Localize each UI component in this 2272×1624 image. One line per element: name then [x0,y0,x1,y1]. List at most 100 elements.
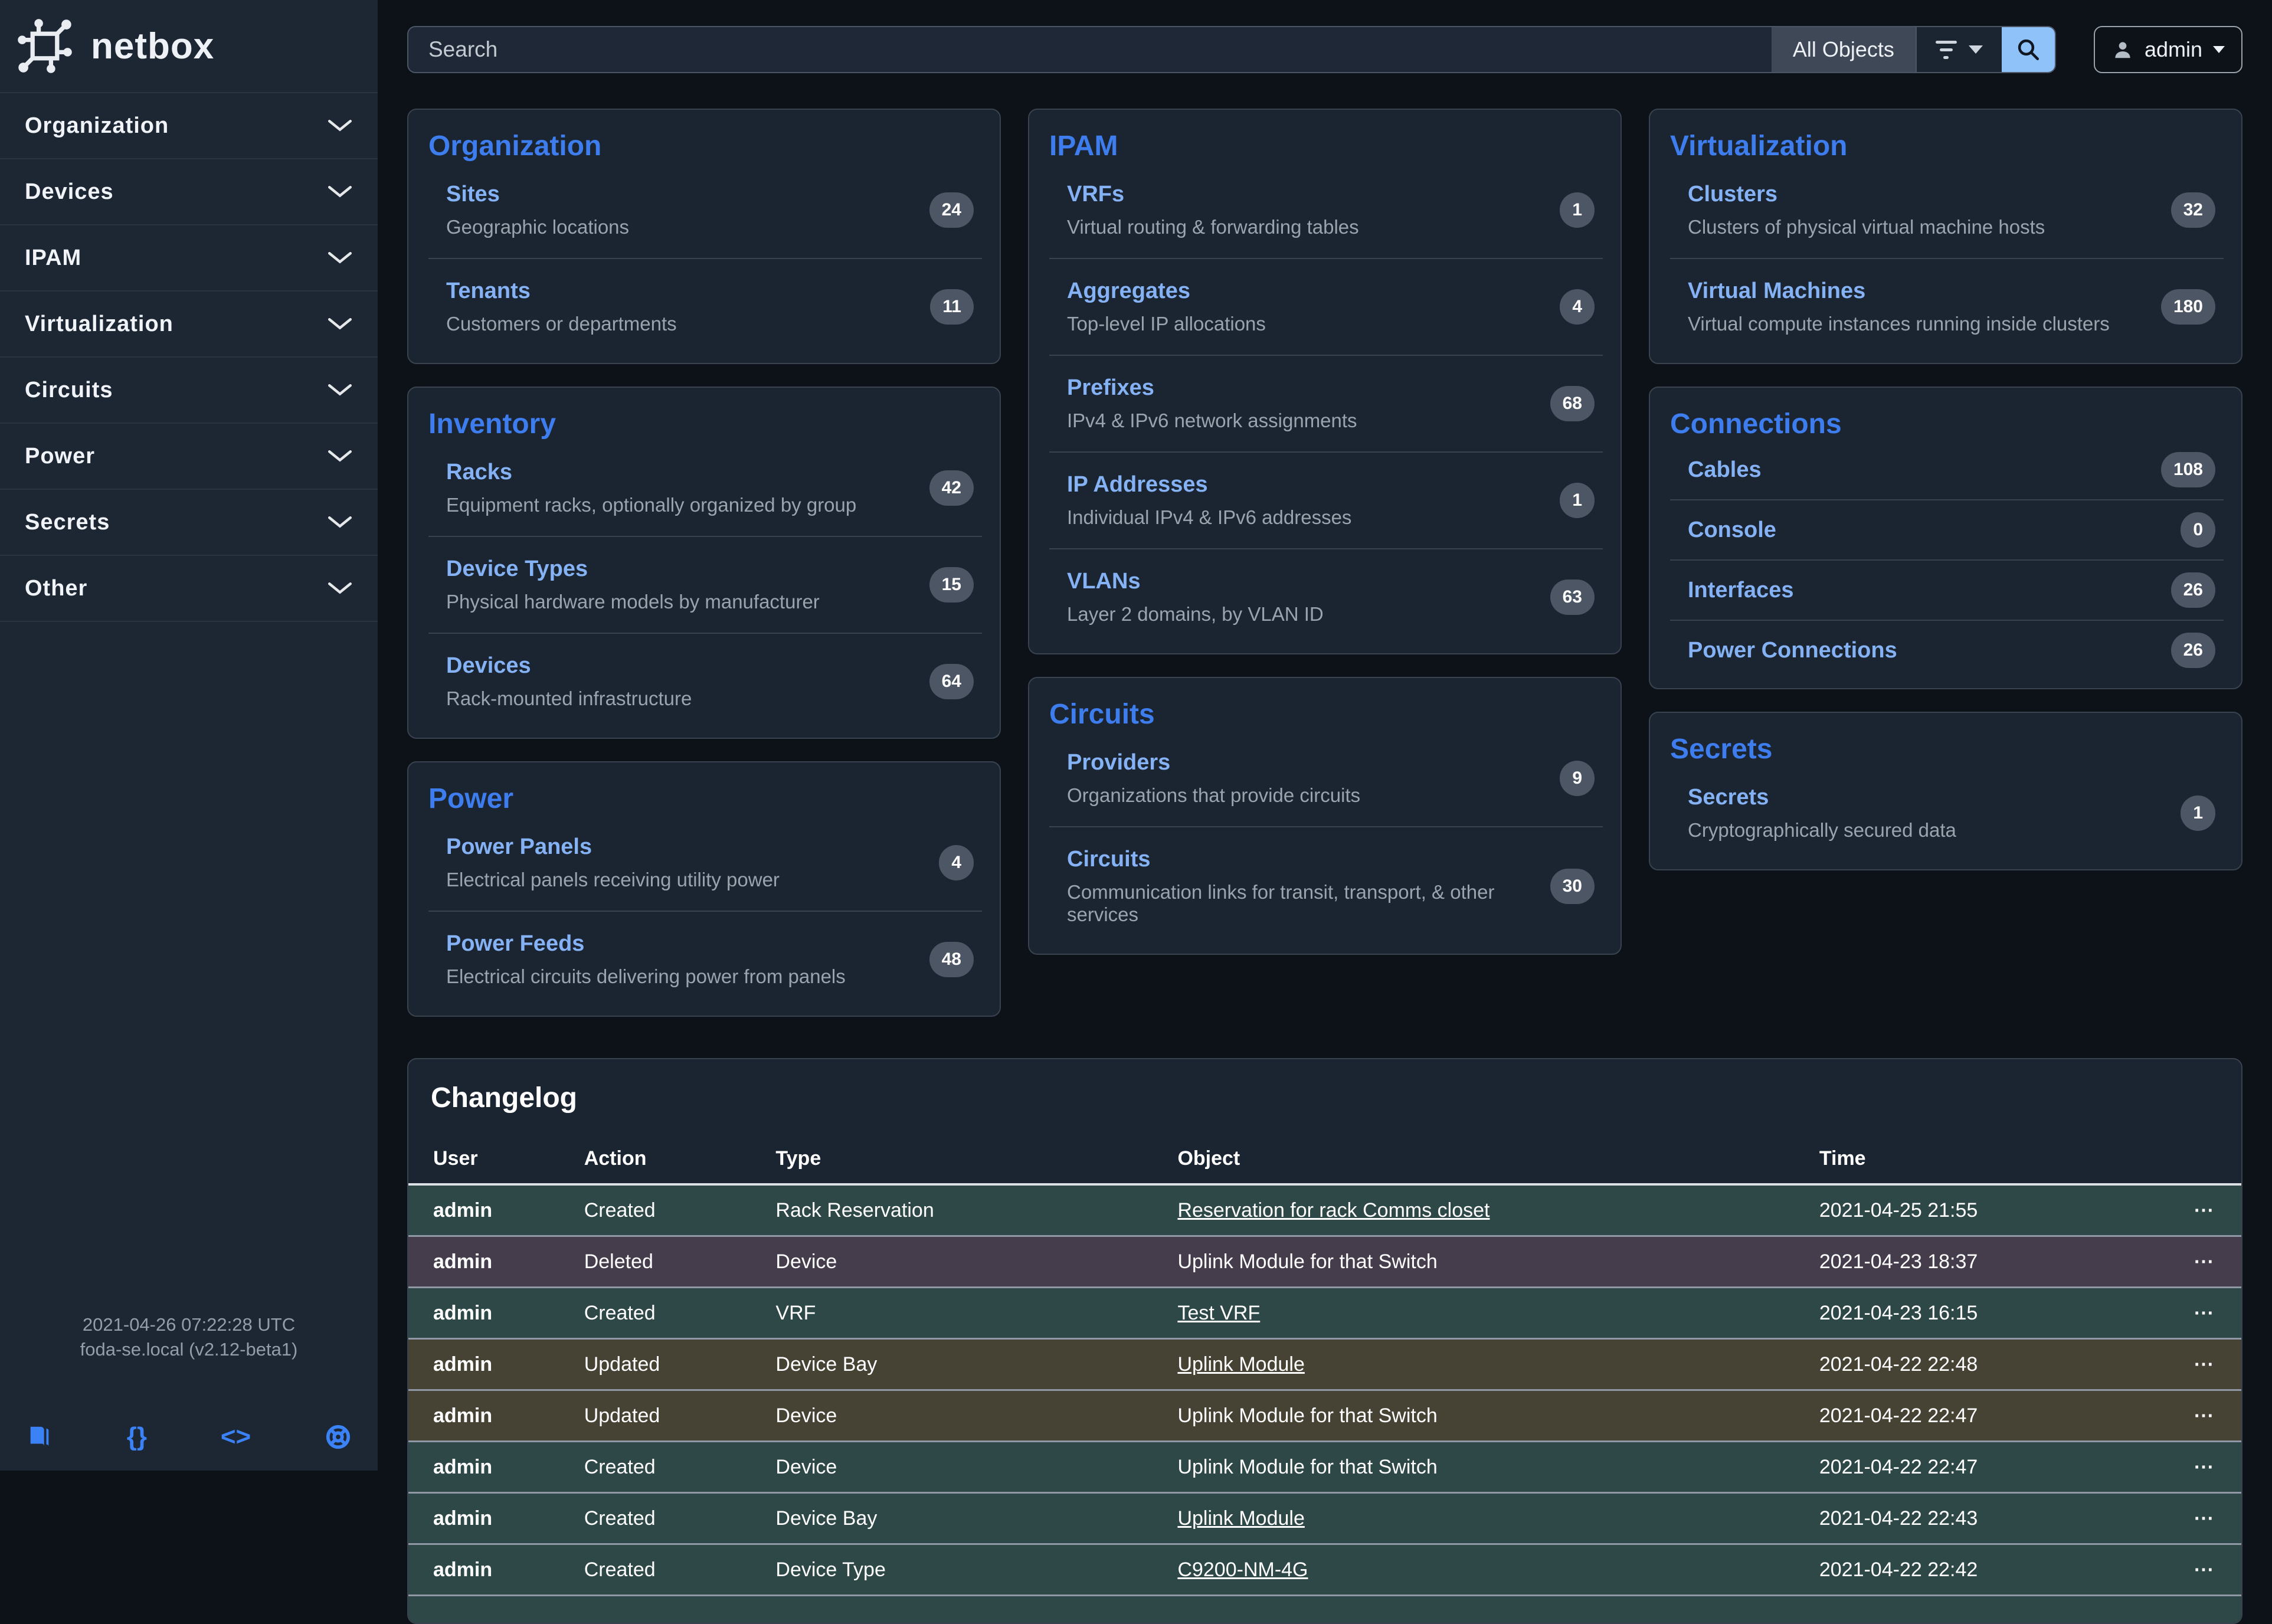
sidebar-item-organization[interactable]: Organization [0,93,378,159]
netbox-logo[interactable]: netbox [0,0,378,92]
item-link[interactable]: Cables [1688,457,1762,482]
list-item-aggregates[interactable]: Aggregates Top-level IP allocations 4 [1049,258,1603,355]
row-actions-ellipsis[interactable]: ⋯ [2194,1558,2215,1581]
column-header-type: Type [764,1134,1166,1186]
item-description: Clusters of physical virtual machine hos… [1688,216,2045,238]
search-submit-button[interactable] [2001,27,2055,72]
sidebar-item-circuits[interactable]: Circuits [0,358,378,424]
item-link[interactable]: VLANs [1067,569,1141,594]
row-actions-ellipsis[interactable]: ⋯ [2194,1199,2215,1222]
sidebar-item-secrets[interactable]: Secrets [0,490,378,556]
sidebar-footer: 2021-04-26 07:22:28 UTC foda-se.local (v… [0,1312,378,1471]
item-description: Geographic locations [446,216,630,238]
cell-type: Device Bay [775,1507,878,1530]
list-item-virtual-machines[interactable]: Virtual Machines Virtual compute instanc… [1670,258,2224,355]
lifering-icon[interactable] [325,1423,352,1451]
chevron-down-icon [328,317,352,330]
sidebar-item-virtualization[interactable]: Virtualization [0,292,378,358]
item-link[interactable]: Circuits [1067,847,1151,872]
list-item-sites[interactable]: Sites Geographic locations 24 [428,162,982,258]
cell-action: Updated [584,1353,660,1376]
item-link[interactable]: Aggregates [1067,279,1191,303]
sidebar-item-power[interactable]: Power [0,424,378,490]
list-item-power-panels[interactable]: Power Panels Electrical panels receiving… [428,815,982,911]
list-item-interfaces[interactable]: Interfaces 26 [1670,559,2224,620]
count-badge: 11 [930,289,974,325]
item-link[interactable]: Power Connections [1688,637,1897,663]
list-item-secrets[interactable]: Secrets Cryptographically secured data 1 [1670,765,2224,861]
list-item-power-connections[interactable]: Power Connections 26 [1670,620,2224,680]
table-row: admin Updated Device Uplink Module for t… [408,1390,2241,1442]
object-link[interactable]: Reservation for rack Comms closet [1177,1199,1490,1222]
column-header-actions [2145,1134,2241,1186]
item-link[interactable]: Tenants [446,279,531,303]
list-item-racks[interactable]: Racks Equipment racks, optionally organi… [428,440,982,536]
item-link[interactable]: VRFs [1067,182,1125,207]
item-link[interactable]: Power Feeds [446,931,585,956]
column-header-time: Time [1807,1134,2145,1186]
book-icon[interactable] [26,1423,53,1451]
item-link[interactable]: Virtual Machines [1688,279,1866,303]
item-link[interactable]: Clusters [1688,182,1778,207]
list-item-cables[interactable]: Cables 108 [1670,440,2224,499]
item-link[interactable]: IP Addresses [1067,472,1208,497]
list-item-console[interactable]: Console 0 [1670,499,2224,559]
row-actions-ellipsis[interactable]: ⋯ [2194,1507,2215,1530]
list-item-devices[interactable]: Devices Rack-mounted infrastructure 64 [428,633,982,729]
list-item-prefixes[interactable]: Prefixes IPv4 & IPv6 network assignments… [1049,355,1603,451]
item-description: Virtual routing & forwarding tables [1067,216,1359,238]
item-link[interactable]: Sites [446,182,500,207]
count-badge: 0 [2181,512,2215,548]
table-row: admin Updated Device Bay Uplink Module 2… [408,1338,2241,1390]
list-item-vlans[interactable]: VLANs Layer 2 domains, by VLAN ID 63 [1049,548,1603,645]
count-badge: 30 [1550,869,1595,904]
item-link[interactable]: Devices [446,653,531,678]
list-item-tenants[interactable]: Tenants Customers or departments 11 [428,258,982,355]
item-link[interactable]: Interfaces [1688,577,1794,603]
list-item-device-types[interactable]: Device Types Physical hardware models by… [428,536,982,633]
list-item-circuits[interactable]: Circuits Communication links for transit… [1049,826,1603,945]
list-item-clusters[interactable]: Clusters Clusters of physical virtual ma… [1670,162,2224,258]
item-link[interactable]: Racks [446,460,512,484]
filter-options-button[interactable] [1915,27,2002,72]
chevron-down-icon [328,582,352,595]
object-link[interactable]: Test VRF [1177,1301,1261,1324]
list-item-vrfs[interactable]: VRFs Virtual routing & forwarding tables… [1049,162,1603,258]
item-link[interactable]: Prefixes [1067,375,1154,400]
row-actions-ellipsis[interactable]: ⋯ [2194,1404,2215,1427]
item-description: Virtual compute instances running inside… [1688,313,2110,335]
cell-user: admin [433,1250,493,1273]
search-input[interactable] [408,27,1772,72]
list-item-ip-addresses[interactable]: IP Addresses Individual IPv4 & IPv6 addr… [1049,451,1603,548]
list-item-providers[interactable]: Providers Organizations that provide cir… [1049,731,1603,826]
object-link[interactable]: Uplink Module [1177,1353,1305,1376]
sidebar: netbox Organization Devices IPAM Virtual… [0,0,378,1471]
sidebar-item-other[interactable]: Other [0,556,378,622]
item-link[interactable]: Providers [1067,750,1171,775]
chevron-down-icon [328,251,352,264]
row-actions-ellipsis[interactable]: ⋯ [2194,1302,2215,1324]
item-link[interactable]: Device Types [446,556,588,581]
chevron-down-icon [328,516,352,529]
count-badge: 4 [1560,289,1595,325]
chevron-down-icon [328,384,352,397]
row-actions-ellipsis[interactable]: ⋯ [2194,1250,2215,1273]
braces-icon[interactable]: {} [126,1422,148,1451]
cell-action: Deleted [584,1250,653,1273]
column-header-object: Object [1166,1134,1808,1186]
item-link[interactable]: Secrets [1688,785,1769,810]
row-actions-ellipsis[interactable]: ⋯ [2194,1353,2215,1376]
list-item-power-feeds[interactable]: Power Feeds Electrical circuits deliveri… [428,911,982,1007]
item-description: Communication links for transit, transpo… [1067,881,1495,925]
object-link[interactable]: C9200-NM-4G [1177,1558,1308,1581]
item-link[interactable]: Power Panels [446,834,592,859]
user-menu-button[interactable]: admin [2093,26,2242,73]
row-actions-ellipsis[interactable]: ⋯ [2194,1456,2215,1478]
code-icon[interactable]: <> [220,1422,251,1451]
sidebar-item-ipam[interactable]: IPAM [0,225,378,292]
sidebar-item-devices[interactable]: Devices [0,159,378,225]
object-link[interactable]: Uplink Module [1177,1507,1305,1530]
search-scope-select[interactable]: All Objects [1771,27,1916,72]
cell-type: Device Bay [775,1353,878,1376]
item-link[interactable]: Console [1688,517,1776,542]
